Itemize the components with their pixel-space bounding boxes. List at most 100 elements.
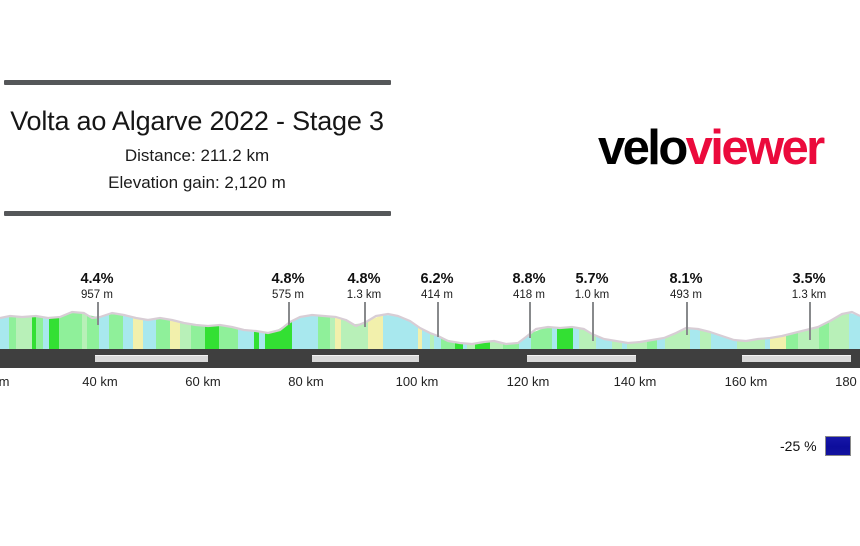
profile-gradient-band [109,314,123,349]
profile-gradient-band [36,316,43,349]
profile-gradient-band [661,337,665,349]
profile-gradient-band [579,328,588,349]
profile-gradient-band [418,326,422,349]
page-title: Volta ao Algarve 2022 - Stage 3 [10,106,384,136]
profile-gradient-band [657,338,661,349]
climb-callout: 5.7% 1.0 km [575,272,610,302]
distance-axis: m 40 km 60 km 80 km 100 km 120 km 140 km 160 km… [0,370,860,394]
distance-axis-tick: 80 km [288,374,324,389]
profile-outline [0,310,860,346]
climb-segment-marker [312,355,419,362]
profile-gradient-band [770,337,774,349]
climb-gradient-value: 4.4% [80,271,114,287]
profile-gradient-band [82,312,87,349]
profile-gradient-band [335,316,341,349]
distance-axis-tick: 40 km [82,374,118,389]
climb-callout: 3.5% 1.3 km [792,272,827,302]
profile-gradient-band [422,329,430,349]
climb-leader-line [437,302,439,337]
climb-leader-line [288,302,290,325]
profile-gradient-band [353,323,363,349]
profile-gradient-band [383,314,397,349]
logo-text-velo: velo [598,121,688,175]
climb-callout: 6.2% 414 m [420,272,453,302]
profile-gradient-band [765,338,770,349]
profile-gradient-band [363,320,368,349]
profile-gradient-band [838,312,849,349]
climb-callout: 8.8% 418 m [512,272,545,302]
profile-gradient-band [819,321,829,349]
climb-leader-line [592,302,594,341]
profile-gradient-band [87,314,99,349]
profile-gradient-band [205,325,212,349]
profile-gradient-band [647,339,657,349]
profile-gradient-band [265,331,276,349]
profile-gradient-band [774,335,786,349]
profile-gradient-band [170,319,180,349]
climb-length-value: 1.0 km [574,289,610,301]
climb-length-value: 575 m [272,289,304,301]
profile-gradient-band [829,316,838,349]
climb-length-value: 493 m [670,289,702,301]
climb-segment-marker [527,355,636,362]
elevation-gain-label: Elevation gain: 2,120 m [108,173,286,192]
profile-gradient-band [238,328,254,349]
profile-gradient-band [16,316,32,349]
profile-gradient-band [326,316,330,349]
profile-gradient-band [59,312,75,349]
profile-gradient-band [276,321,292,349]
climb-gradient-value: 8.1% [669,271,703,287]
climb-gradient-value: 3.5% [792,271,826,287]
climb-segment-marker [95,355,208,362]
profile-gradient-band [341,318,353,349]
profile-gradient-band [143,318,156,349]
elevation-profile-chart [0,262,860,402]
profile-gradient-band [191,324,205,349]
profile-gradient-band [318,315,326,349]
profile-gradient-band [292,316,306,349]
climb-length-value: 1.3 km [791,289,827,301]
climb-callout: 8.1% 493 m [669,272,702,302]
distance-axis-tick: 140 km [613,374,657,389]
legend-color-swatch [824,436,851,456]
climb-leader-line [529,302,531,338]
profile-gradient-band [531,327,546,349]
profile-gradient-band [133,317,143,349]
profile-gradient-band [123,314,133,349]
distance-label: Distance: 211.2 km [124,146,270,165]
profile-gradient-band [75,312,82,349]
profile-gradient-band [748,339,754,349]
profile-gradient-band [212,325,219,349]
profile-gradient-band [156,318,170,349]
profile-gradient-band [306,315,318,349]
profile-gradient-band [180,322,191,349]
profile-gradient-band [434,334,441,349]
profile-gradient-band [254,330,259,349]
climb-length-value: 957 m [81,289,113,301]
climb-callout: 4.8% 1.3 km [347,272,382,302]
profile-gradient-band [259,331,265,349]
profile-gradient-band [32,316,36,349]
profile-gradient-band [409,320,418,349]
climb-gradient-value: 4.8% [271,271,305,287]
climb-length-value: 418 m [513,289,545,301]
profile-gradient-band [849,312,860,349]
profile-gradient-band [700,329,711,349]
distance-axis-tick: 160 km [724,374,768,389]
distance-axis-tick: 120 km [506,374,550,389]
profile-gradient-band [754,338,765,349]
header-block: Volta ao Algarve 2022 - Stage 3 Distance… [0,0,860,232]
legend-min-gradient-label: -25 % [780,438,817,454]
climb-segment-marker [742,355,851,362]
profile-gradient-band [43,317,49,349]
veloviewer-logo: veloviewer [598,121,825,175]
climb-gradient-value: 5.7% [575,271,609,287]
profile-gradient-band [9,316,16,349]
profile-gradient-band [49,317,59,349]
profile-gradient-band [330,316,335,349]
profile-gradient-band [573,327,579,349]
route-road-bar [0,349,860,368]
profile-gradient-band [557,327,573,349]
profile-gradient-band [0,316,9,349]
climb-leader-line [97,302,99,325]
